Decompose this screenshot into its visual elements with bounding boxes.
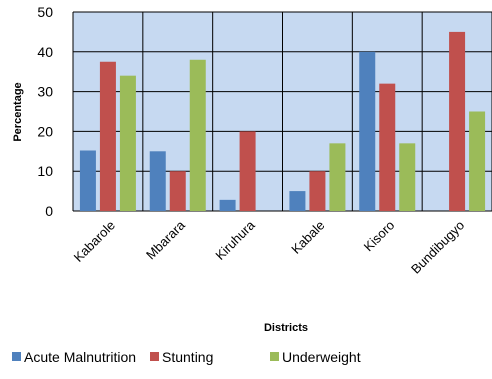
legend-label: Acute Malnutrition <box>24 349 136 365</box>
x-tick-label: Kisoro <box>361 218 398 255</box>
bar-underweight <box>399 143 416 211</box>
bar-stunting <box>239 131 256 211</box>
legend-swatch <box>270 352 279 361</box>
y-axis-label: Percentage <box>12 82 24 141</box>
legend-label: Underweight <box>282 349 361 365</box>
y-tick-label: 30 <box>37 84 53 100</box>
y-tick-label: 20 <box>37 123 53 139</box>
y-tick-label: 50 <box>37 4 53 20</box>
legend-swatch <box>12 352 21 361</box>
x-tick-label: Kiruhura <box>212 217 258 263</box>
bar-underweight <box>189 59 206 212</box>
bar-stunting <box>169 171 186 211</box>
bar-stunting <box>379 83 396 211</box>
legend-swatch <box>150 352 159 361</box>
x-tick-label: Kabale <box>288 218 327 257</box>
bar-stunting <box>309 171 326 211</box>
x-tick-label: Kabarole <box>71 218 118 265</box>
bar-underweight <box>469 111 486 211</box>
x-tick-label: Mbarara <box>143 217 188 262</box>
legend: Acute Malnutrition Stunting Underweight <box>12 349 361 365</box>
bar-acute-malnutrition <box>149 151 166 211</box>
y-tick-label: 10 <box>37 163 53 179</box>
bar-underweight <box>119 75 136 212</box>
bar-acute-malnutrition <box>219 199 236 211</box>
y-tick-label: 40 <box>37 44 53 60</box>
legend-label: Stunting <box>162 349 213 365</box>
bar-acute-malnutrition <box>289 191 306 211</box>
x-tick-label: Bundibugyo <box>408 218 467 277</box>
bar-acute-malnutrition <box>79 150 96 211</box>
bar-underweight <box>329 143 346 211</box>
bar-stunting <box>449 31 466 212</box>
bar-stunting <box>99 61 116 211</box>
bar-acute-malnutrition <box>359 51 376 211</box>
x-axis-label: Districts <box>264 322 308 334</box>
y-tick-label: 0 <box>45 203 53 219</box>
